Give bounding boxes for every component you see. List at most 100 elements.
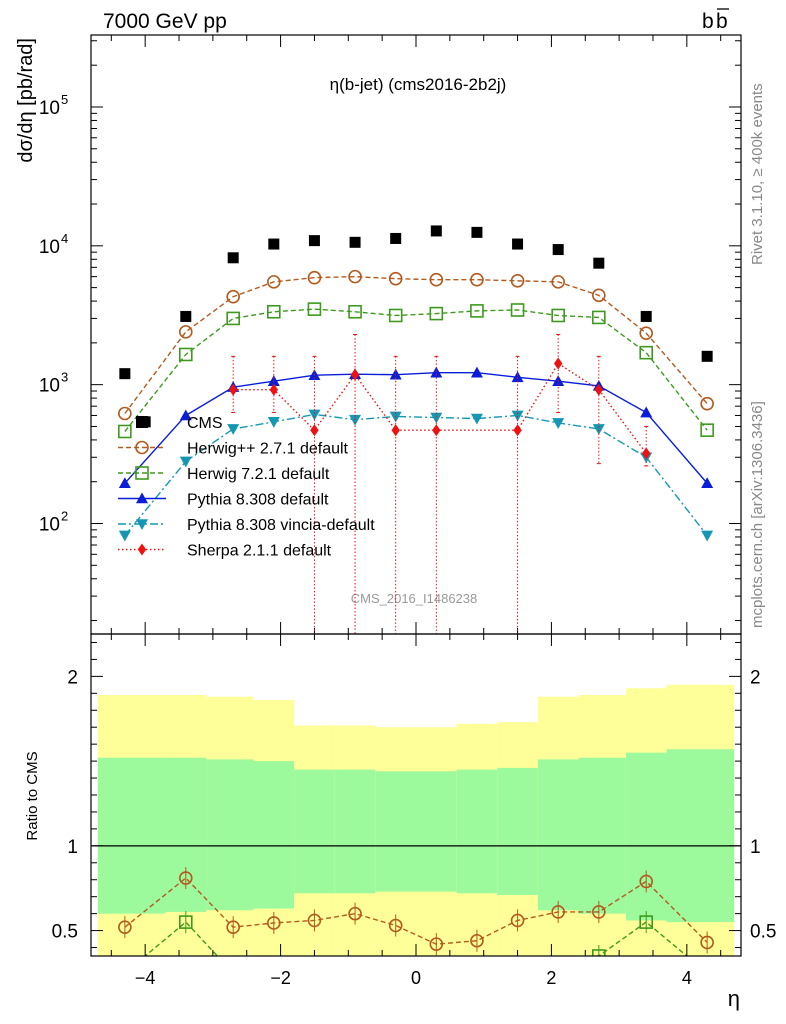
- series-1: [118, 269, 714, 421]
- data-point: [227, 252, 239, 264]
- header-left: 7000 GeV pp: [103, 10, 227, 33]
- data-point: [118, 406, 132, 421]
- legend-label: Herwig 7.2.1 default: [187, 466, 330, 483]
- ratio-point: [592, 949, 606, 956]
- ratio-point: [551, 905, 565, 919]
- data-point: [701, 530, 714, 542]
- data-point: [470, 304, 484, 318]
- data-point: [470, 366, 483, 378]
- data-point: [592, 310, 606, 325]
- inner-band: [294, 769, 335, 894]
- ratio-point: [267, 916, 281, 930]
- inner-band: [375, 771, 416, 892]
- x-tick-label: 2: [546, 968, 556, 988]
- ratio-line: [144, 921, 688, 956]
- series-line: [233, 362, 647, 454]
- side-label-bottom: mcplots.cern.ch [arXiv:1306.3436]: [749, 401, 766, 628]
- legend-label: CMS: [187, 415, 223, 432]
- data-point: [119, 368, 131, 380]
- data-point: [553, 357, 563, 370]
- y-tick-label: 10: [39, 98, 60, 119]
- data-point: [267, 275, 281, 289]
- ratio-point: [470, 933, 484, 948]
- ratio-point: [178, 915, 193, 929]
- data-point: [642, 447, 651, 460]
- data-point: [639, 326, 654, 340]
- series-line: [124, 413, 708, 536]
- ratio-y-tick-label-right: 1: [750, 837, 761, 858]
- main-title: η(b-jet) (cms2016-2b2j): [330, 75, 507, 94]
- data-point: [429, 272, 444, 287]
- data-point: [350, 368, 360, 381]
- data-point: [226, 311, 240, 326]
- inner-band: [456, 769, 498, 894]
- data-point: [388, 308, 403, 323]
- data-point: [470, 272, 484, 287]
- data-point: [179, 409, 192, 421]
- ratio-y-tick-label: 2: [67, 667, 78, 688]
- x-tick-label: −4: [135, 968, 156, 988]
- data-point: [348, 269, 362, 284]
- y-tick-label-exponent: 2: [61, 509, 68, 524]
- inner-band: [334, 769, 376, 894]
- watermark: CMS_2016_I1486238: [351, 591, 478, 606]
- ratio-point: [639, 915, 654, 929]
- ratio-point: [226, 920, 240, 934]
- ratio-ylabel: Ratio to CMS: [24, 751, 41, 840]
- data-point: [267, 375, 280, 386]
- side-label-top: Rivet 3.1.10, ≥ 400k events: [749, 83, 766, 265]
- data-point: [390, 232, 402, 244]
- data-point: [118, 477, 131, 489]
- ratio-point: [388, 918, 403, 933]
- inner-band: [578, 757, 626, 914]
- data-point: [512, 238, 524, 250]
- y-tick-label: 10: [39, 237, 60, 258]
- series-2: [118, 302, 714, 439]
- ratio-point: [429, 937, 444, 951]
- ratio-y-tick-label: 0.5: [52, 922, 78, 943]
- legend-label: Pythia 8.308 vincia-default: [187, 517, 375, 534]
- data-point: [348, 304, 362, 319]
- series-4: [118, 409, 714, 542]
- series-line: [124, 371, 708, 484]
- data-point: [227, 424, 240, 435]
- data-point: [511, 371, 524, 383]
- data-point: [700, 423, 714, 437]
- x-tick-label: −2: [270, 968, 291, 988]
- data-point: [551, 275, 565, 289]
- series-5: [228, 333, 651, 634]
- data-point: [268, 238, 280, 250]
- ratio-point: [118, 920, 132, 934]
- data-point: [640, 406, 653, 418]
- data-point: [226, 289, 240, 304]
- inner-band: [416, 771, 457, 892]
- data-point: [701, 350, 713, 362]
- data-point: [430, 412, 443, 424]
- ratio-point: [592, 905, 606, 919]
- legend-marker: [136, 416, 148, 428]
- data-point: [349, 236, 361, 248]
- data-point: [701, 477, 714, 489]
- data-point: [307, 302, 322, 316]
- data-point: [180, 310, 192, 322]
- legend-label: Herwig++ 2.7.1 default: [187, 441, 349, 458]
- data-point: [640, 310, 652, 322]
- x-tick-label: 4: [682, 968, 692, 988]
- ratio-point: [510, 913, 525, 928]
- data-point: [267, 417, 280, 428]
- series-line: [124, 308, 708, 432]
- inner-band: [97, 757, 166, 914]
- inner-band: [253, 761, 295, 909]
- data-point: [639, 345, 654, 360]
- data-point: [510, 303, 525, 317]
- data-point: [471, 226, 483, 238]
- inner-band: [666, 749, 735, 923]
- data-point: [349, 414, 362, 426]
- data-point: [391, 424, 400, 437]
- data-point: [513, 424, 522, 437]
- data-point: [308, 409, 321, 421]
- ratio-point: [348, 906, 362, 921]
- y-tick-label-exponent: 3: [61, 370, 68, 385]
- ratio-series-0: [118, 867, 714, 956]
- data-point: [510, 273, 525, 288]
